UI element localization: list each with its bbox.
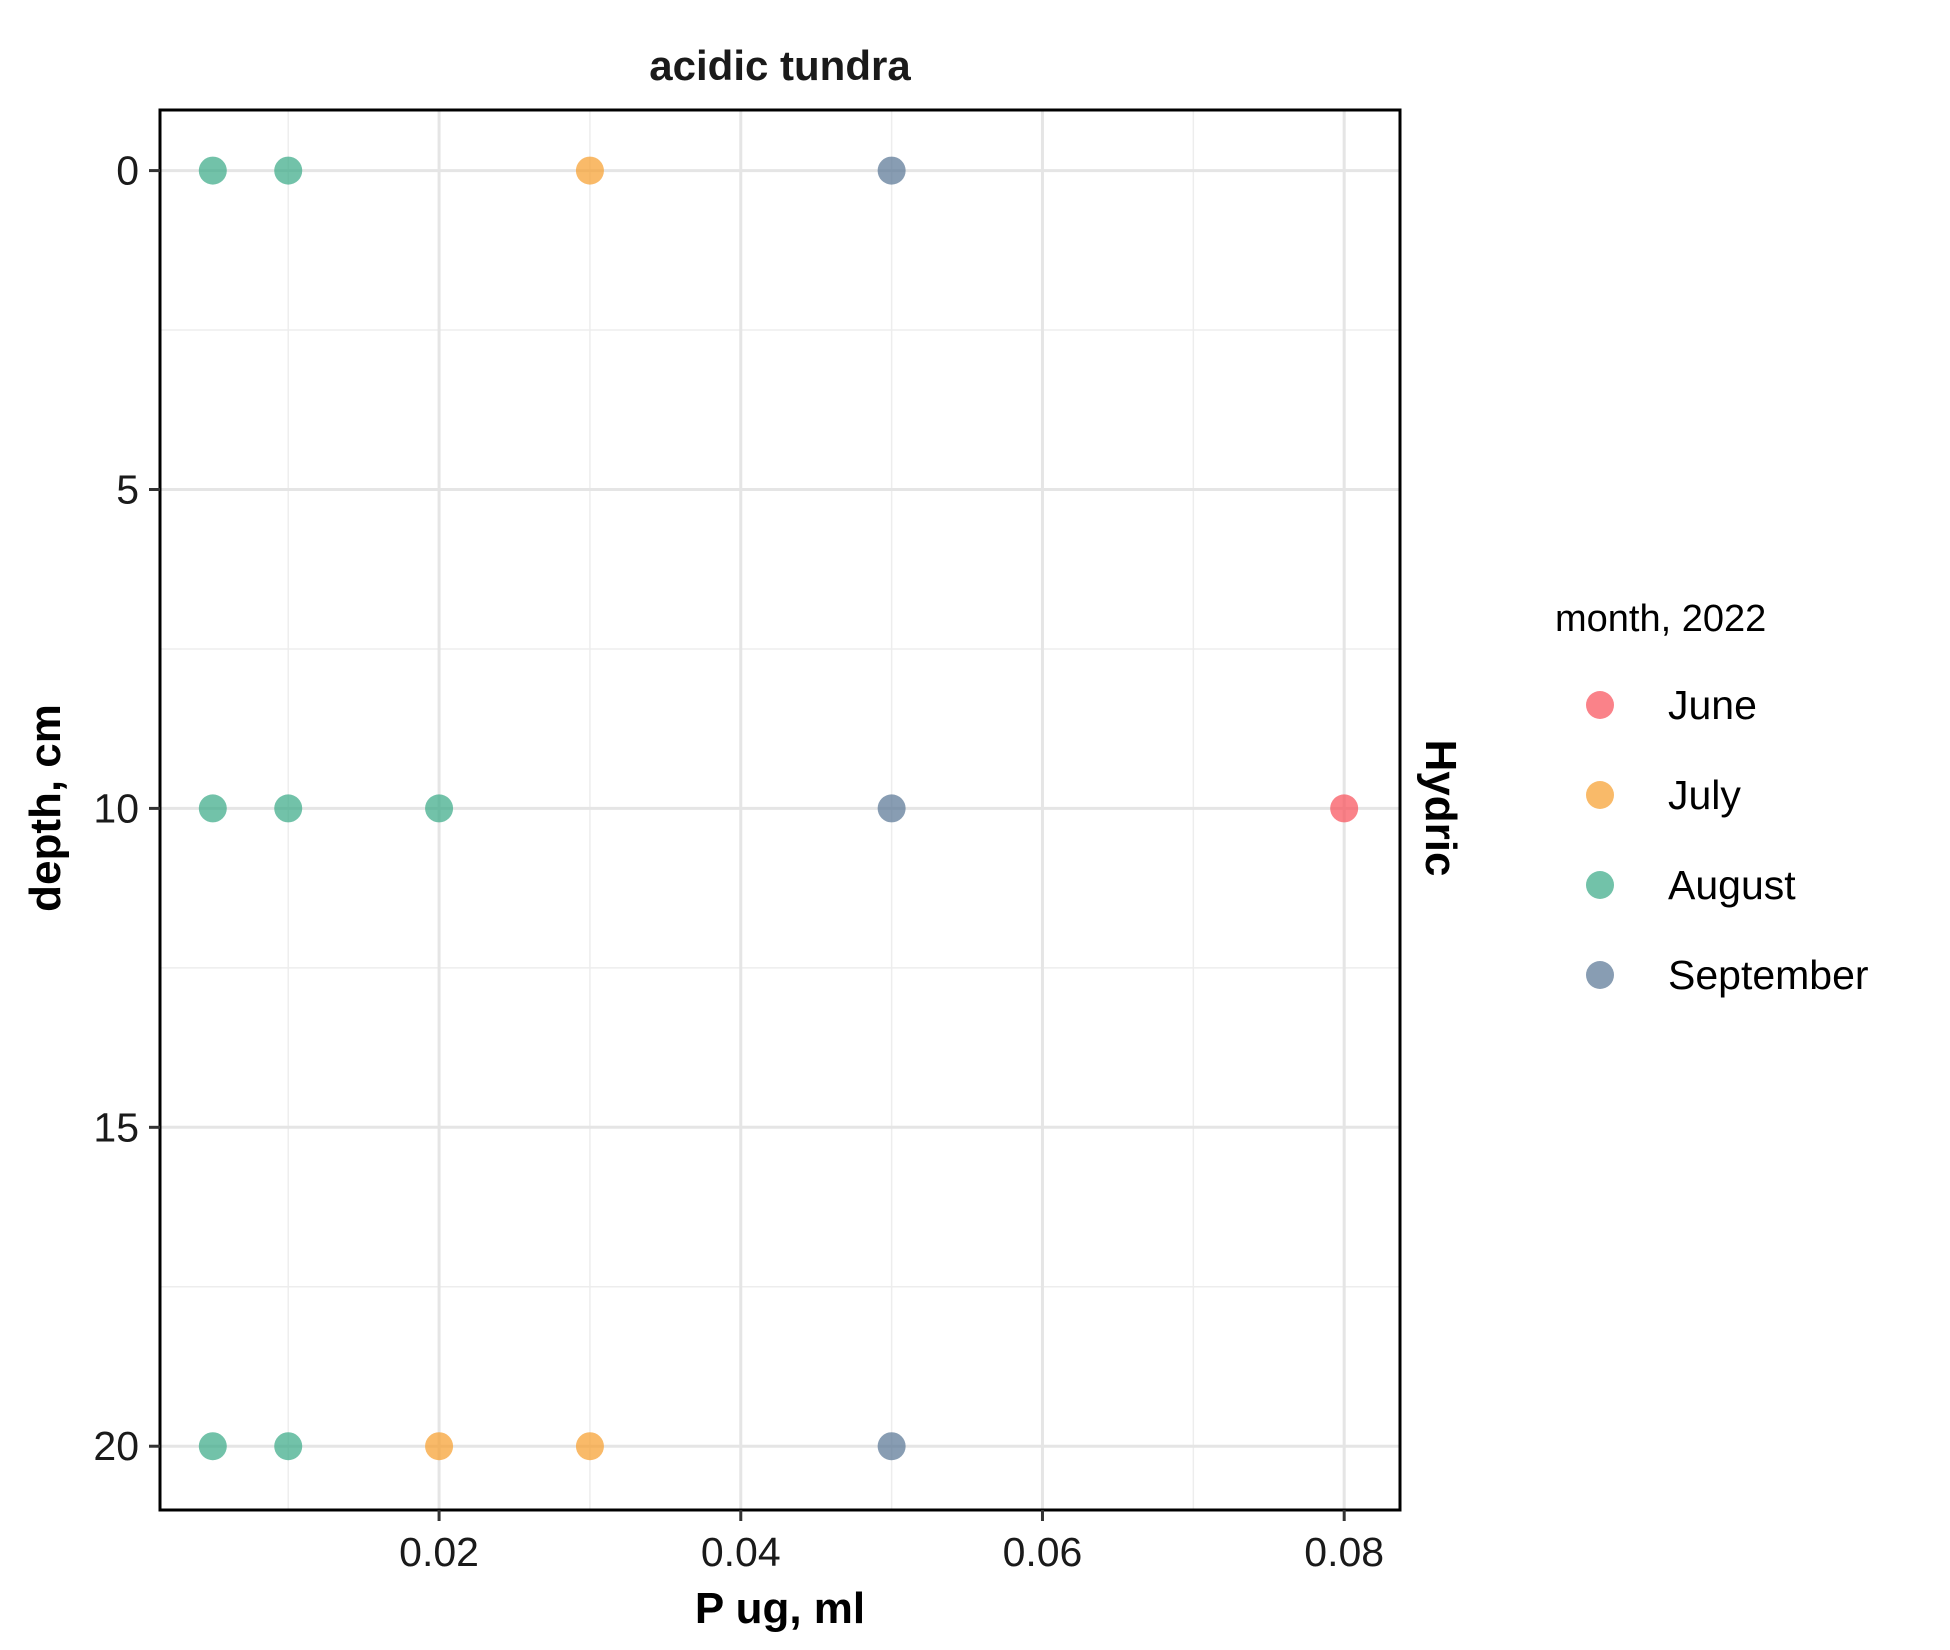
x-tick-label: 0.06 xyxy=(1003,1529,1083,1575)
data-point-august xyxy=(274,794,303,823)
legend-key-june xyxy=(1586,691,1614,719)
legend-label-june: June xyxy=(1668,682,1757,728)
legend-key-september xyxy=(1586,961,1614,989)
data-point-august xyxy=(198,156,227,185)
y-tick-label: 20 xyxy=(93,1423,139,1469)
data-point-august xyxy=(198,794,227,823)
panel-border xyxy=(158,108,1402,1512)
data-point-september xyxy=(877,1432,906,1461)
data-point-august xyxy=(274,1432,303,1461)
legend-items: June July August September xyxy=(1586,682,1869,998)
facet-strip-label: Hydric xyxy=(1416,740,1465,877)
y-axis: 0 5 10 15 20 xyxy=(93,148,160,1469)
data-point-july xyxy=(425,1432,454,1461)
legend: month, 2022 June July August September xyxy=(1555,598,1869,998)
x-tick-label: 0.02 xyxy=(399,1529,479,1575)
legend-key-july xyxy=(1586,781,1614,809)
y-axis-title: depth, cm xyxy=(21,704,70,912)
x-axis: 0.02 0.04 0.06 0.08 xyxy=(399,1510,1384,1575)
legend-key-august xyxy=(1586,871,1614,899)
panel-background xyxy=(160,110,1400,1510)
legend-label-july: July xyxy=(1668,772,1741,818)
y-tick-label: 5 xyxy=(116,466,139,512)
y-tick-label: 10 xyxy=(93,785,139,831)
facet-title: acidic tundra xyxy=(649,42,911,89)
x-tick-label: 0.04 xyxy=(701,1529,781,1575)
data-points xyxy=(198,156,1359,1461)
data-point-july xyxy=(575,1432,604,1461)
plot-panel xyxy=(158,108,1402,1512)
data-point-june xyxy=(1330,794,1359,823)
data-point-september xyxy=(877,794,906,823)
data-point-august xyxy=(274,156,303,185)
legend-label-august: August xyxy=(1668,862,1796,908)
data-point-july xyxy=(575,156,604,185)
data-point-august xyxy=(425,794,454,823)
data-point-september xyxy=(877,156,906,185)
x-tick-label: 0.08 xyxy=(1304,1529,1384,1575)
legend-title: month, 2022 xyxy=(1555,598,1766,640)
x-axis-title: P ug, ml xyxy=(695,1584,865,1633)
legend-label-september: September xyxy=(1668,952,1869,998)
y-tick-label: 0 xyxy=(116,148,139,194)
data-point-august xyxy=(198,1432,227,1461)
y-tick-label: 15 xyxy=(93,1104,139,1150)
